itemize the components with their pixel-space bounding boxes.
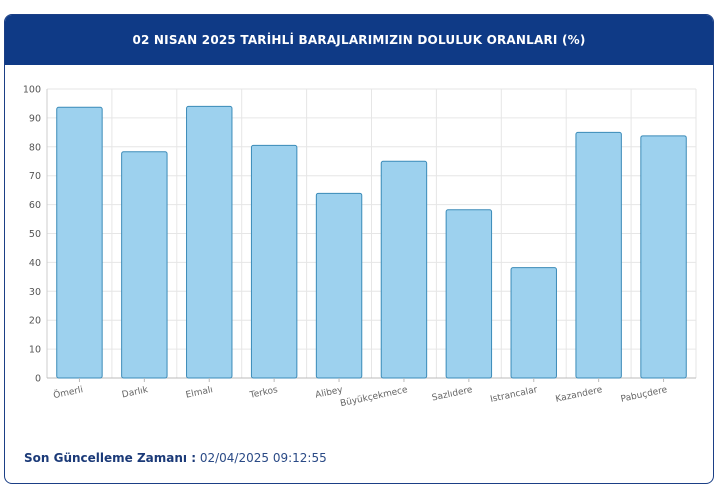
bar-terkos bbox=[250, 144, 298, 379]
x-tick-label: Pabuçdere bbox=[620, 385, 669, 405]
last-update-value: 02/04/2025 09:12:55 bbox=[199, 451, 327, 465]
bar-sazlıdere bbox=[445, 209, 493, 379]
chart-title: 02 NISAN 2025 TARİHLİ BARAJLARIMIZIN DOL… bbox=[5, 15, 713, 65]
x-tick-label: Ömerli bbox=[52, 384, 84, 401]
bar-istrancalar bbox=[510, 267, 557, 379]
y-tick-label: 30 bbox=[29, 287, 41, 298]
x-tick-label: Darlık bbox=[121, 385, 150, 400]
y-tick-label: 50 bbox=[29, 229, 41, 240]
x-tick-label: Terkos bbox=[248, 385, 279, 401]
y-tick-label: 90 bbox=[29, 113, 41, 124]
y-tick-label: 10 bbox=[29, 345, 41, 356]
y-tick-label: 80 bbox=[29, 142, 41, 153]
bar-ömerli bbox=[56, 106, 103, 379]
y-tick-label: 70 bbox=[29, 171, 41, 182]
y-tick-label: 100 bbox=[23, 85, 41, 96]
bar-pabuçdere bbox=[640, 135, 687, 379]
chart-card: 02 NISAN 2025 TARİHLİ BARAJLARIMIZIN DOL… bbox=[4, 14, 714, 484]
y-tick-label: 60 bbox=[29, 200, 41, 211]
bar-elmalı bbox=[186, 105, 233, 379]
y-tick-label: 20 bbox=[29, 316, 41, 327]
x-tick-label: Kazandere bbox=[555, 385, 604, 405]
x-tick-label: Elmalı bbox=[185, 385, 214, 400]
bar-darlık bbox=[121, 151, 168, 379]
last-update-label: Son Güncelleme Zamanı : bbox=[24, 451, 197, 465]
bar-chart: 0 10 20 30 40 50 60 70 80 90 100 Ömerli Darlık Elmalı… bbox=[23, 85, 697, 409]
bar-alibey bbox=[315, 192, 363, 379]
y-tick-label: 0 bbox=[35, 374, 41, 385]
y-tick-label: 40 bbox=[29, 258, 41, 269]
x-tick-label: Büyükçekmece bbox=[339, 385, 409, 409]
last-update: Son Güncelleme Zamanı : 02/04/2025 09:12… bbox=[24, 451, 327, 465]
bar-kazandere bbox=[575, 131, 622, 379]
x-tick-label: Sazlıdere bbox=[431, 385, 474, 403]
x-tick-label: Istrancalar bbox=[489, 385, 538, 405]
bar-büyükçekmece bbox=[380, 160, 428, 379]
